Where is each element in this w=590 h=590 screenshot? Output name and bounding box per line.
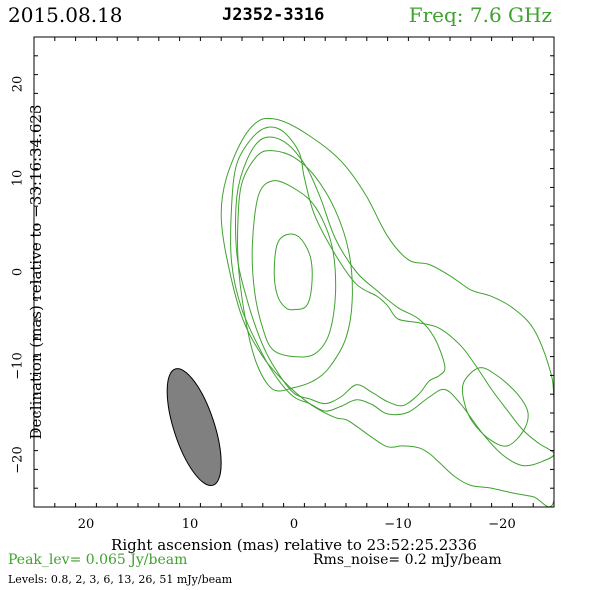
peak-level: Peak_lev= 0.065 Jy/beam — [8, 552, 188, 568]
x-tick-label: 0 — [290, 517, 298, 532]
beam-ellipse — [166, 368, 222, 487]
contour-line — [461, 367, 529, 447]
beam-layer — [166, 368, 222, 487]
contour-line — [235, 136, 446, 407]
source-name: J2352-3316 — [222, 5, 325, 25]
x-tick-label: −20 — [488, 517, 515, 532]
x-tick-label: 10 — [182, 517, 199, 532]
tick-layer: 20 10 0 −10 −20 20 10 0 −10 −20 — [11, 36, 555, 532]
x-axis-label: Right ascension (mas) relative to 23:52:… — [111, 536, 477, 554]
y-tick-label: 0 — [11, 268, 26, 276]
y-axis-label: Declination (mas) relative to −33:16:34.… — [27, 104, 45, 439]
contour-line — [273, 233, 313, 311]
y-tick-label: 10 — [11, 170, 26, 187]
rms-noise: Rms_noise= 0.2 mJy/beam — [313, 552, 502, 568]
plot-frame — [33, 36, 555, 508]
contour-line — [230, 126, 554, 467]
contour-levels: Levels: 0.8, 2, 3, 6, 13, 26, 51 mJy/bea… — [8, 573, 233, 586]
contour-line — [251, 180, 337, 358]
y-tick-label: −10 — [11, 352, 26, 379]
contour-layer — [220, 117, 554, 507]
y-tick-label: −20 — [11, 446, 26, 473]
frequency-label: Freq: 7.6 GHz — [408, 3, 552, 27]
y-tick-label: 20 — [11, 76, 26, 93]
x-tick-label: 20 — [78, 517, 95, 532]
x-tick-label: −10 — [384, 517, 411, 532]
observation-date: 2015.08.18 — [8, 3, 123, 27]
contour-line — [220, 117, 554, 507]
contour-line — [237, 150, 353, 392]
